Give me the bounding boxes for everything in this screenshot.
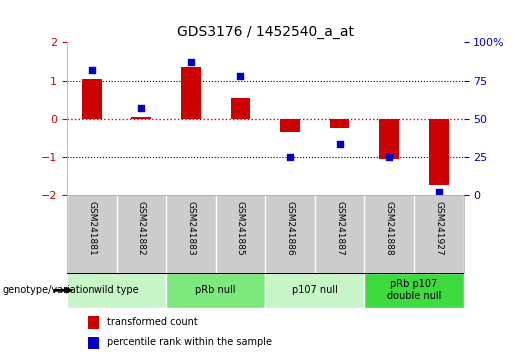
Bar: [166, 273, 265, 308]
Point: [236, 73, 245, 79]
Text: GSM241881: GSM241881: [87, 201, 96, 256]
Text: percentile rank within the sample: percentile rank within the sample: [107, 337, 271, 348]
Bar: [231, 98, 250, 119]
Bar: [67, 273, 166, 308]
Text: GSM241883: GSM241883: [186, 201, 195, 256]
Text: GSM241887: GSM241887: [335, 201, 344, 256]
Point: [385, 154, 393, 159]
Text: GSM241885: GSM241885: [236, 201, 245, 256]
Bar: [330, 119, 350, 128]
Text: wild type: wild type: [94, 285, 139, 295]
Bar: [88, 337, 99, 349]
Title: GDS3176 / 1452540_a_at: GDS3176 / 1452540_a_at: [177, 25, 354, 39]
Bar: [429, 119, 449, 185]
Text: pRb p107
double null: pRb p107 double null: [387, 279, 441, 301]
Point: [335, 142, 344, 147]
Point: [286, 154, 294, 159]
Text: GSM241882: GSM241882: [137, 201, 146, 256]
Bar: [379, 119, 399, 159]
Point: [187, 59, 195, 65]
Bar: [181, 67, 201, 119]
Point: [137, 105, 145, 111]
Bar: [280, 119, 300, 132]
Text: genotype/variation: genotype/variation: [3, 285, 95, 295]
Bar: [82, 79, 101, 119]
Bar: [365, 273, 464, 308]
Point: [88, 67, 96, 73]
Text: GSM241927: GSM241927: [434, 201, 443, 256]
Bar: [265, 273, 365, 308]
Bar: [131, 117, 151, 119]
Text: transformed count: transformed count: [107, 317, 197, 327]
Text: GSM241886: GSM241886: [285, 201, 295, 256]
Text: GSM241888: GSM241888: [385, 201, 393, 256]
Text: pRb null: pRb null: [195, 285, 236, 295]
Point: [435, 189, 443, 194]
Bar: [88, 316, 99, 329]
Text: p107 null: p107 null: [292, 285, 338, 295]
